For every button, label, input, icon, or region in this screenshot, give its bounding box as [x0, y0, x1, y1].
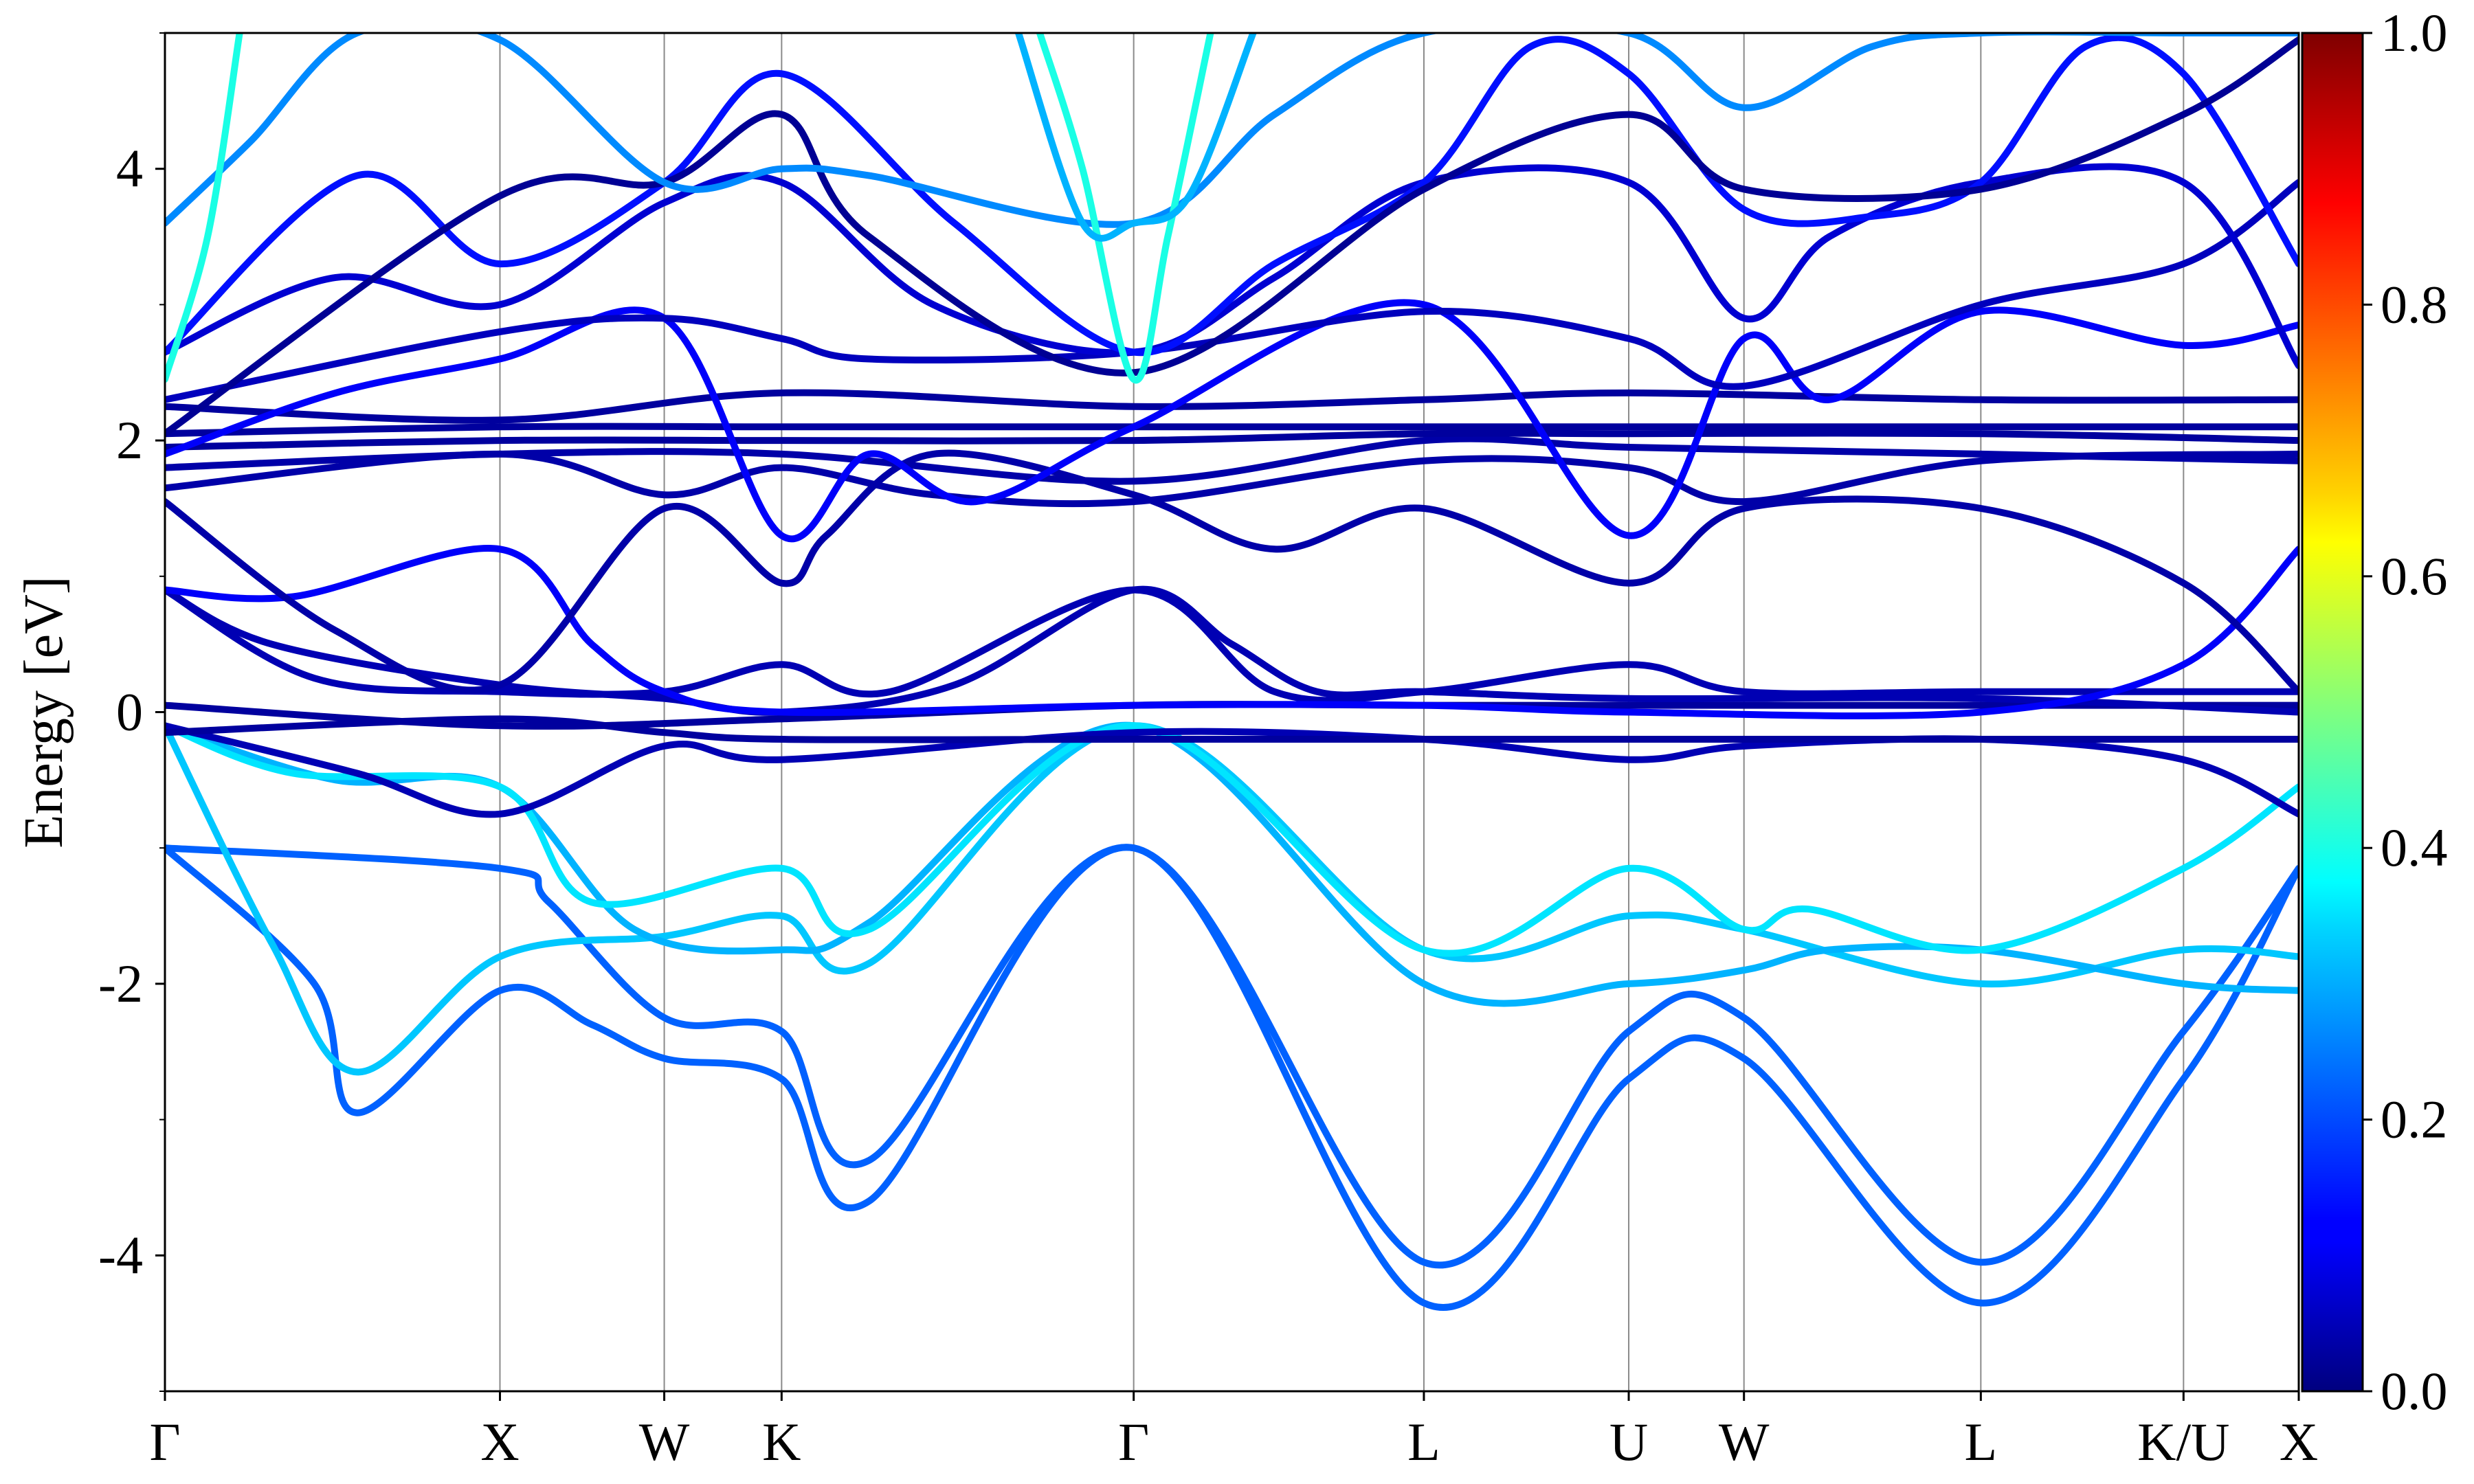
x-tick-label: X	[2280, 1412, 2318, 1472]
band-line	[165, 179, 2299, 403]
band-line	[165, 545, 2299, 719]
y-tick-label: -4	[98, 1225, 143, 1285]
band-line	[165, 722, 2299, 1076]
x-tick-label: K	[762, 1412, 801, 1472]
colorbar-tick-label: 0.4	[2381, 818, 2448, 877]
y-tick-label: 4	[116, 139, 143, 199]
band-line	[1036, 33, 1214, 384]
band-line	[165, 33, 243, 383]
band-line	[165, 844, 2299, 1311]
colorbar-tick-label: 0.0	[2381, 1361, 2448, 1421]
x-axis: Γ X W K Γ L U W L K/U X	[149, 1391, 2318, 1472]
band-lines	[165, 33, 2299, 1311]
y-tick-label: 0	[116, 682, 143, 742]
colorbar-tick-label: 0.2	[2381, 1090, 2448, 1149]
y-axis-title: Energy [eV]	[14, 576, 74, 848]
band-line	[165, 389, 2299, 424]
band-line	[165, 33, 2299, 228]
band-line	[165, 722, 2299, 957]
band-line	[165, 715, 2299, 743]
band-line	[165, 429, 2299, 451]
x-tick-label: W	[1719, 1412, 1770, 1472]
band-line	[165, 163, 2299, 370]
colorbar: 0.0 0.2 0.4 0.6 0.8 1.0	[2301, 3, 2448, 1421]
y-tick-label: -2	[98, 954, 143, 1013]
x-tick-label: U	[1609, 1412, 1648, 1472]
x-tick-label: K/U	[2137, 1412, 2229, 1472]
x-tick-label: Γ	[149, 1412, 180, 1472]
band-line	[165, 450, 2299, 508]
x-tick-label: X	[480, 1412, 519, 1472]
y-tick-label: 2	[116, 410, 143, 470]
x-tick-label: W	[639, 1412, 690, 1472]
x-tick-label: L	[1407, 1412, 1440, 1472]
band-line	[1015, 33, 1257, 242]
band-line	[165, 423, 2299, 438]
y-axis: -4 -2 0 2 4	[98, 32, 165, 1392]
band-line	[165, 34, 2299, 357]
colorbar-tick-label: 1.0	[2381, 3, 2448, 63]
band-line	[165, 36, 2299, 438]
band-line	[165, 435, 2299, 485]
x-tick-label: Γ	[1118, 1412, 1149, 1472]
colorbar-tick-label: 0.6	[2381, 546, 2448, 606]
x-tick-label: L	[1965, 1412, 1998, 1472]
colorbar-gradient	[2301, 32, 2364, 1393]
band-line	[165, 844, 2299, 1269]
colorbar-tick-label: 0.8	[2381, 274, 2448, 334]
